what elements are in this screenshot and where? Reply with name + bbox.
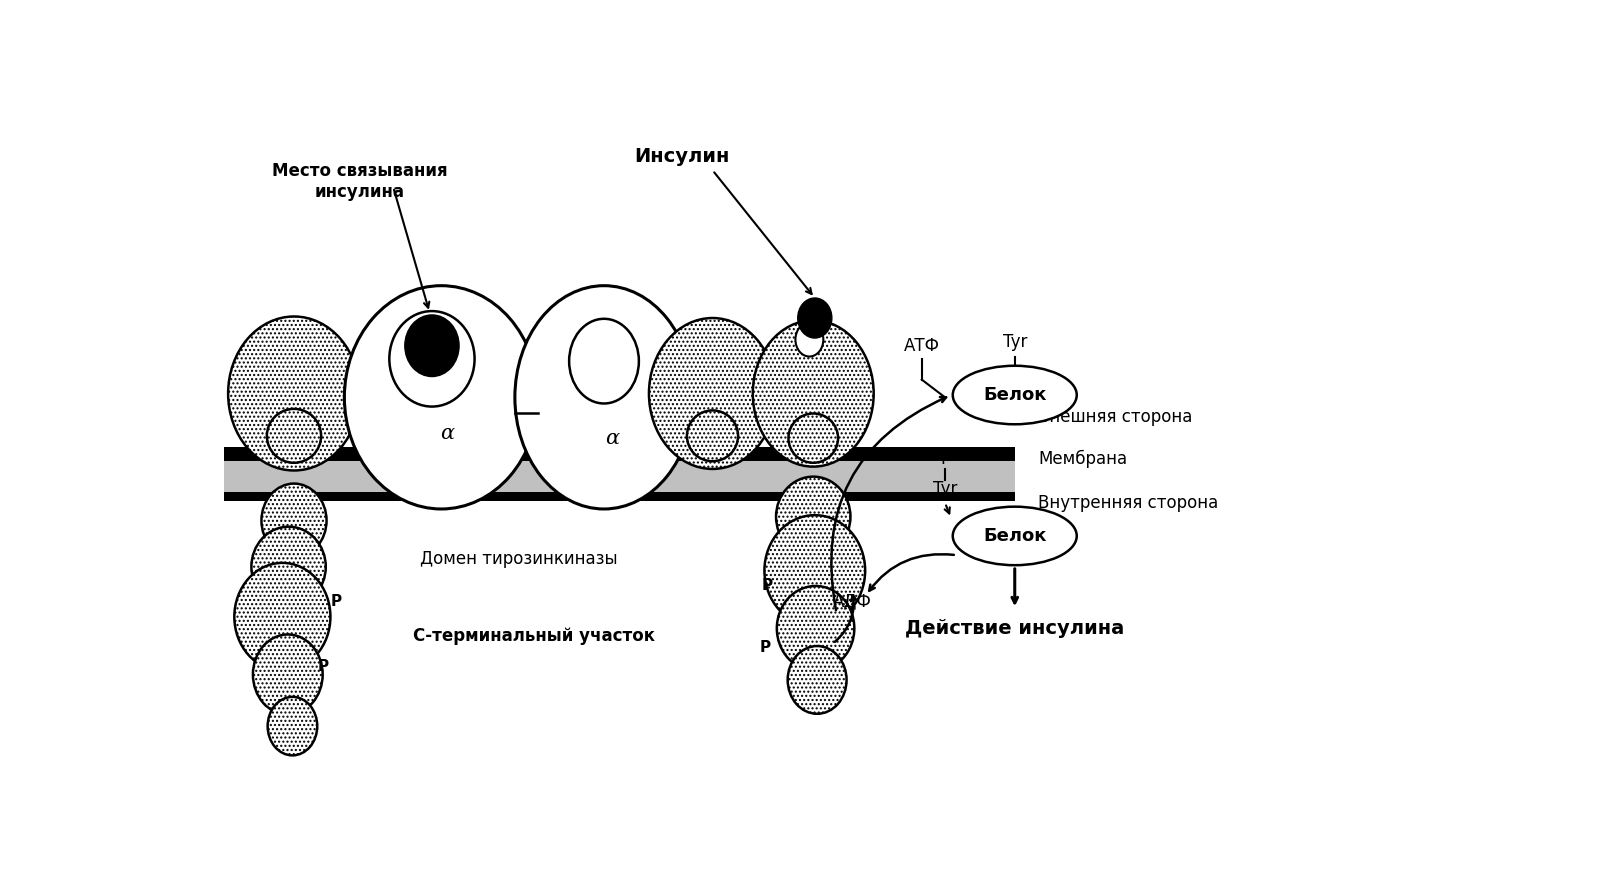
Ellipse shape — [235, 563, 329, 671]
Text: АДФ: АДФ — [832, 592, 871, 610]
Ellipse shape — [267, 697, 317, 756]
Ellipse shape — [267, 409, 321, 463]
Ellipse shape — [252, 634, 323, 714]
Bar — [223, 448, 1014, 461]
Text: Действие инсулина: Действие инсулина — [905, 619, 1123, 638]
Text: Инсулин: Инсулин — [633, 147, 728, 166]
Text: С-терминальный участок: С-терминальный участок — [413, 627, 654, 645]
Text: Мембрана: Мембрана — [1038, 450, 1127, 468]
Text: Место связывания
инсулина: Место связывания инсулина — [272, 162, 447, 202]
Ellipse shape — [262, 483, 326, 558]
Ellipse shape — [953, 366, 1077, 425]
Ellipse shape — [776, 476, 850, 557]
Ellipse shape — [787, 414, 837, 463]
Text: АТФ: АТФ — [903, 337, 938, 355]
Ellipse shape — [251, 526, 326, 607]
Ellipse shape — [569, 318, 638, 403]
Ellipse shape — [752, 320, 873, 467]
Text: α: α — [440, 424, 455, 443]
Text: P: P — [318, 659, 329, 674]
Ellipse shape — [649, 318, 776, 469]
Text: α: α — [604, 429, 619, 448]
Ellipse shape — [763, 516, 865, 626]
Ellipse shape — [389, 311, 474, 407]
Ellipse shape — [797, 298, 831, 338]
Ellipse shape — [344, 285, 538, 509]
Ellipse shape — [686, 410, 738, 461]
Text: P: P — [331, 594, 342, 609]
Text: P: P — [760, 579, 771, 593]
Bar — [223, 492, 1014, 501]
Text: Tyr: Tyr — [1001, 333, 1027, 351]
Text: Tyr: Tyr — [932, 480, 956, 498]
Text: P: P — [759, 640, 770, 655]
Text: Внешняя сторона: Внешняя сторона — [1038, 408, 1192, 425]
Text: Белок: Белок — [982, 527, 1046, 545]
Text: Домен тирозинкиназы: Домен тирозинкиназы — [419, 550, 617, 568]
Ellipse shape — [776, 586, 853, 671]
Text: P: P — [940, 450, 950, 468]
Text: Внутренняя сторона: Внутренняя сторона — [1038, 494, 1218, 512]
Ellipse shape — [514, 285, 693, 509]
Ellipse shape — [405, 315, 458, 376]
Text: Белок: Белок — [982, 386, 1046, 404]
Ellipse shape — [228, 317, 360, 470]
Ellipse shape — [953, 507, 1077, 566]
Ellipse shape — [787, 646, 845, 714]
Ellipse shape — [795, 323, 823, 357]
Bar — [223, 461, 1014, 492]
